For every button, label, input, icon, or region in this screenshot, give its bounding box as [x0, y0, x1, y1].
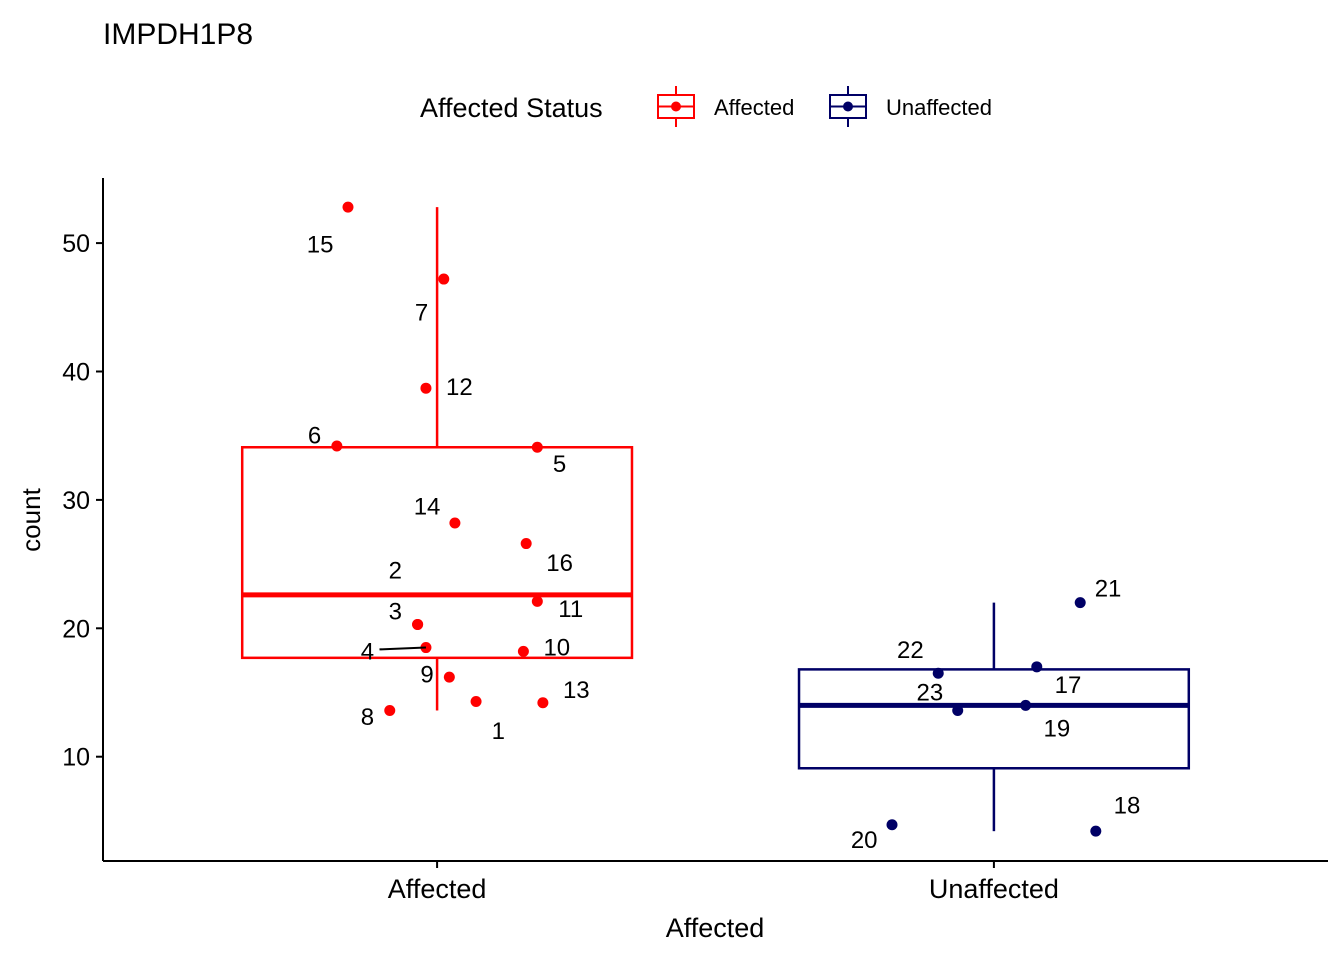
- point-19: [1020, 699, 1032, 711]
- point-label-15: 15: [307, 231, 334, 258]
- point-label-3: 3: [389, 599, 402, 626]
- point-23: [952, 704, 964, 716]
- y-axis-label: count: [16, 487, 46, 551]
- point-label-12: 12: [446, 374, 473, 401]
- point-22: [932, 667, 944, 679]
- y-ticks: 10 20 30 40 50: [62, 230, 103, 772]
- point-label-22: 22: [897, 637, 924, 664]
- y-tick-label-10: 10: [62, 744, 90, 772]
- point-label-9: 9: [420, 662, 433, 689]
- point-label-19: 19: [1043, 715, 1070, 742]
- point-label-13: 13: [563, 677, 590, 704]
- y-axis: 10 20 30 40 50 count: [16, 178, 104, 861]
- point-12: [420, 382, 432, 394]
- point-label-1: 1: [492, 718, 505, 745]
- point-label-18: 18: [1114, 792, 1141, 819]
- point-15: [342, 201, 354, 213]
- point-label-4: 4: [361, 638, 374, 665]
- point-label-17: 17: [1055, 672, 1082, 699]
- point-18: [1090, 825, 1102, 837]
- point-16: [520, 538, 532, 550]
- chart-title: IMPDH1P8: [103, 18, 253, 51]
- point-label-8: 8: [361, 704, 374, 731]
- point-5: [531, 441, 543, 453]
- point-label-11: 11: [558, 596, 583, 623]
- legend-label-affected: Affected: [714, 95, 794, 120]
- box-unaffected: [797, 668, 1191, 770]
- point-8: [384, 704, 396, 716]
- point-label-21: 21: [1095, 575, 1122, 602]
- point-label-23: 23: [917, 680, 944, 707]
- legend: Affected Status Affected Unaffected: [420, 86, 992, 127]
- legend-label-unaffected: Unaffected: [886, 95, 992, 120]
- point-9: [443, 671, 455, 683]
- point-label-20: 20: [851, 827, 878, 854]
- point-1: [470, 695, 482, 707]
- point-label-5: 5: [553, 451, 566, 478]
- point-11: [531, 595, 543, 607]
- x-tick-label-affected: Affected: [388, 874, 487, 904]
- point-13: [537, 697, 549, 709]
- point-label-6: 6: [308, 423, 321, 450]
- x-axis-label: Affected: [666, 913, 765, 943]
- y-tick-label-50: 50: [62, 230, 90, 258]
- point-label-14: 14: [414, 493, 441, 520]
- point-label-2: 2: [389, 558, 402, 585]
- point-label-7: 7: [415, 299, 428, 326]
- legend-key-affected: [657, 86, 695, 127]
- y-tick-label-20: 20: [62, 615, 90, 643]
- leader-line-4: [379, 646, 426, 651]
- point-21: [1074, 597, 1086, 609]
- x-ticks: Affected Unaffected: [388, 861, 1059, 904]
- point-17: [1031, 661, 1043, 673]
- point-14: [449, 517, 461, 529]
- point-6: [331, 440, 343, 452]
- point-label-16: 16: [546, 550, 573, 577]
- legend-title: Affected Status: [420, 93, 603, 123]
- point-20: [886, 819, 898, 831]
- points-layer: [331, 201, 1102, 837]
- point-3: [412, 618, 424, 630]
- y-tick-label-40: 40: [62, 359, 90, 387]
- point-10: [517, 645, 529, 657]
- legend-key-unaffected: [829, 86, 867, 127]
- y-tick-label-30: 30: [62, 487, 90, 515]
- boxes-layer: [240, 207, 1191, 832]
- point-7: [438, 273, 450, 285]
- x-axis: Affected Unaffected Affected: [103, 860, 1328, 943]
- box-affected: [240, 446, 634, 660]
- x-tick-label-unaffected: Unaffected: [929, 874, 1059, 904]
- point-label-10: 10: [543, 635, 570, 662]
